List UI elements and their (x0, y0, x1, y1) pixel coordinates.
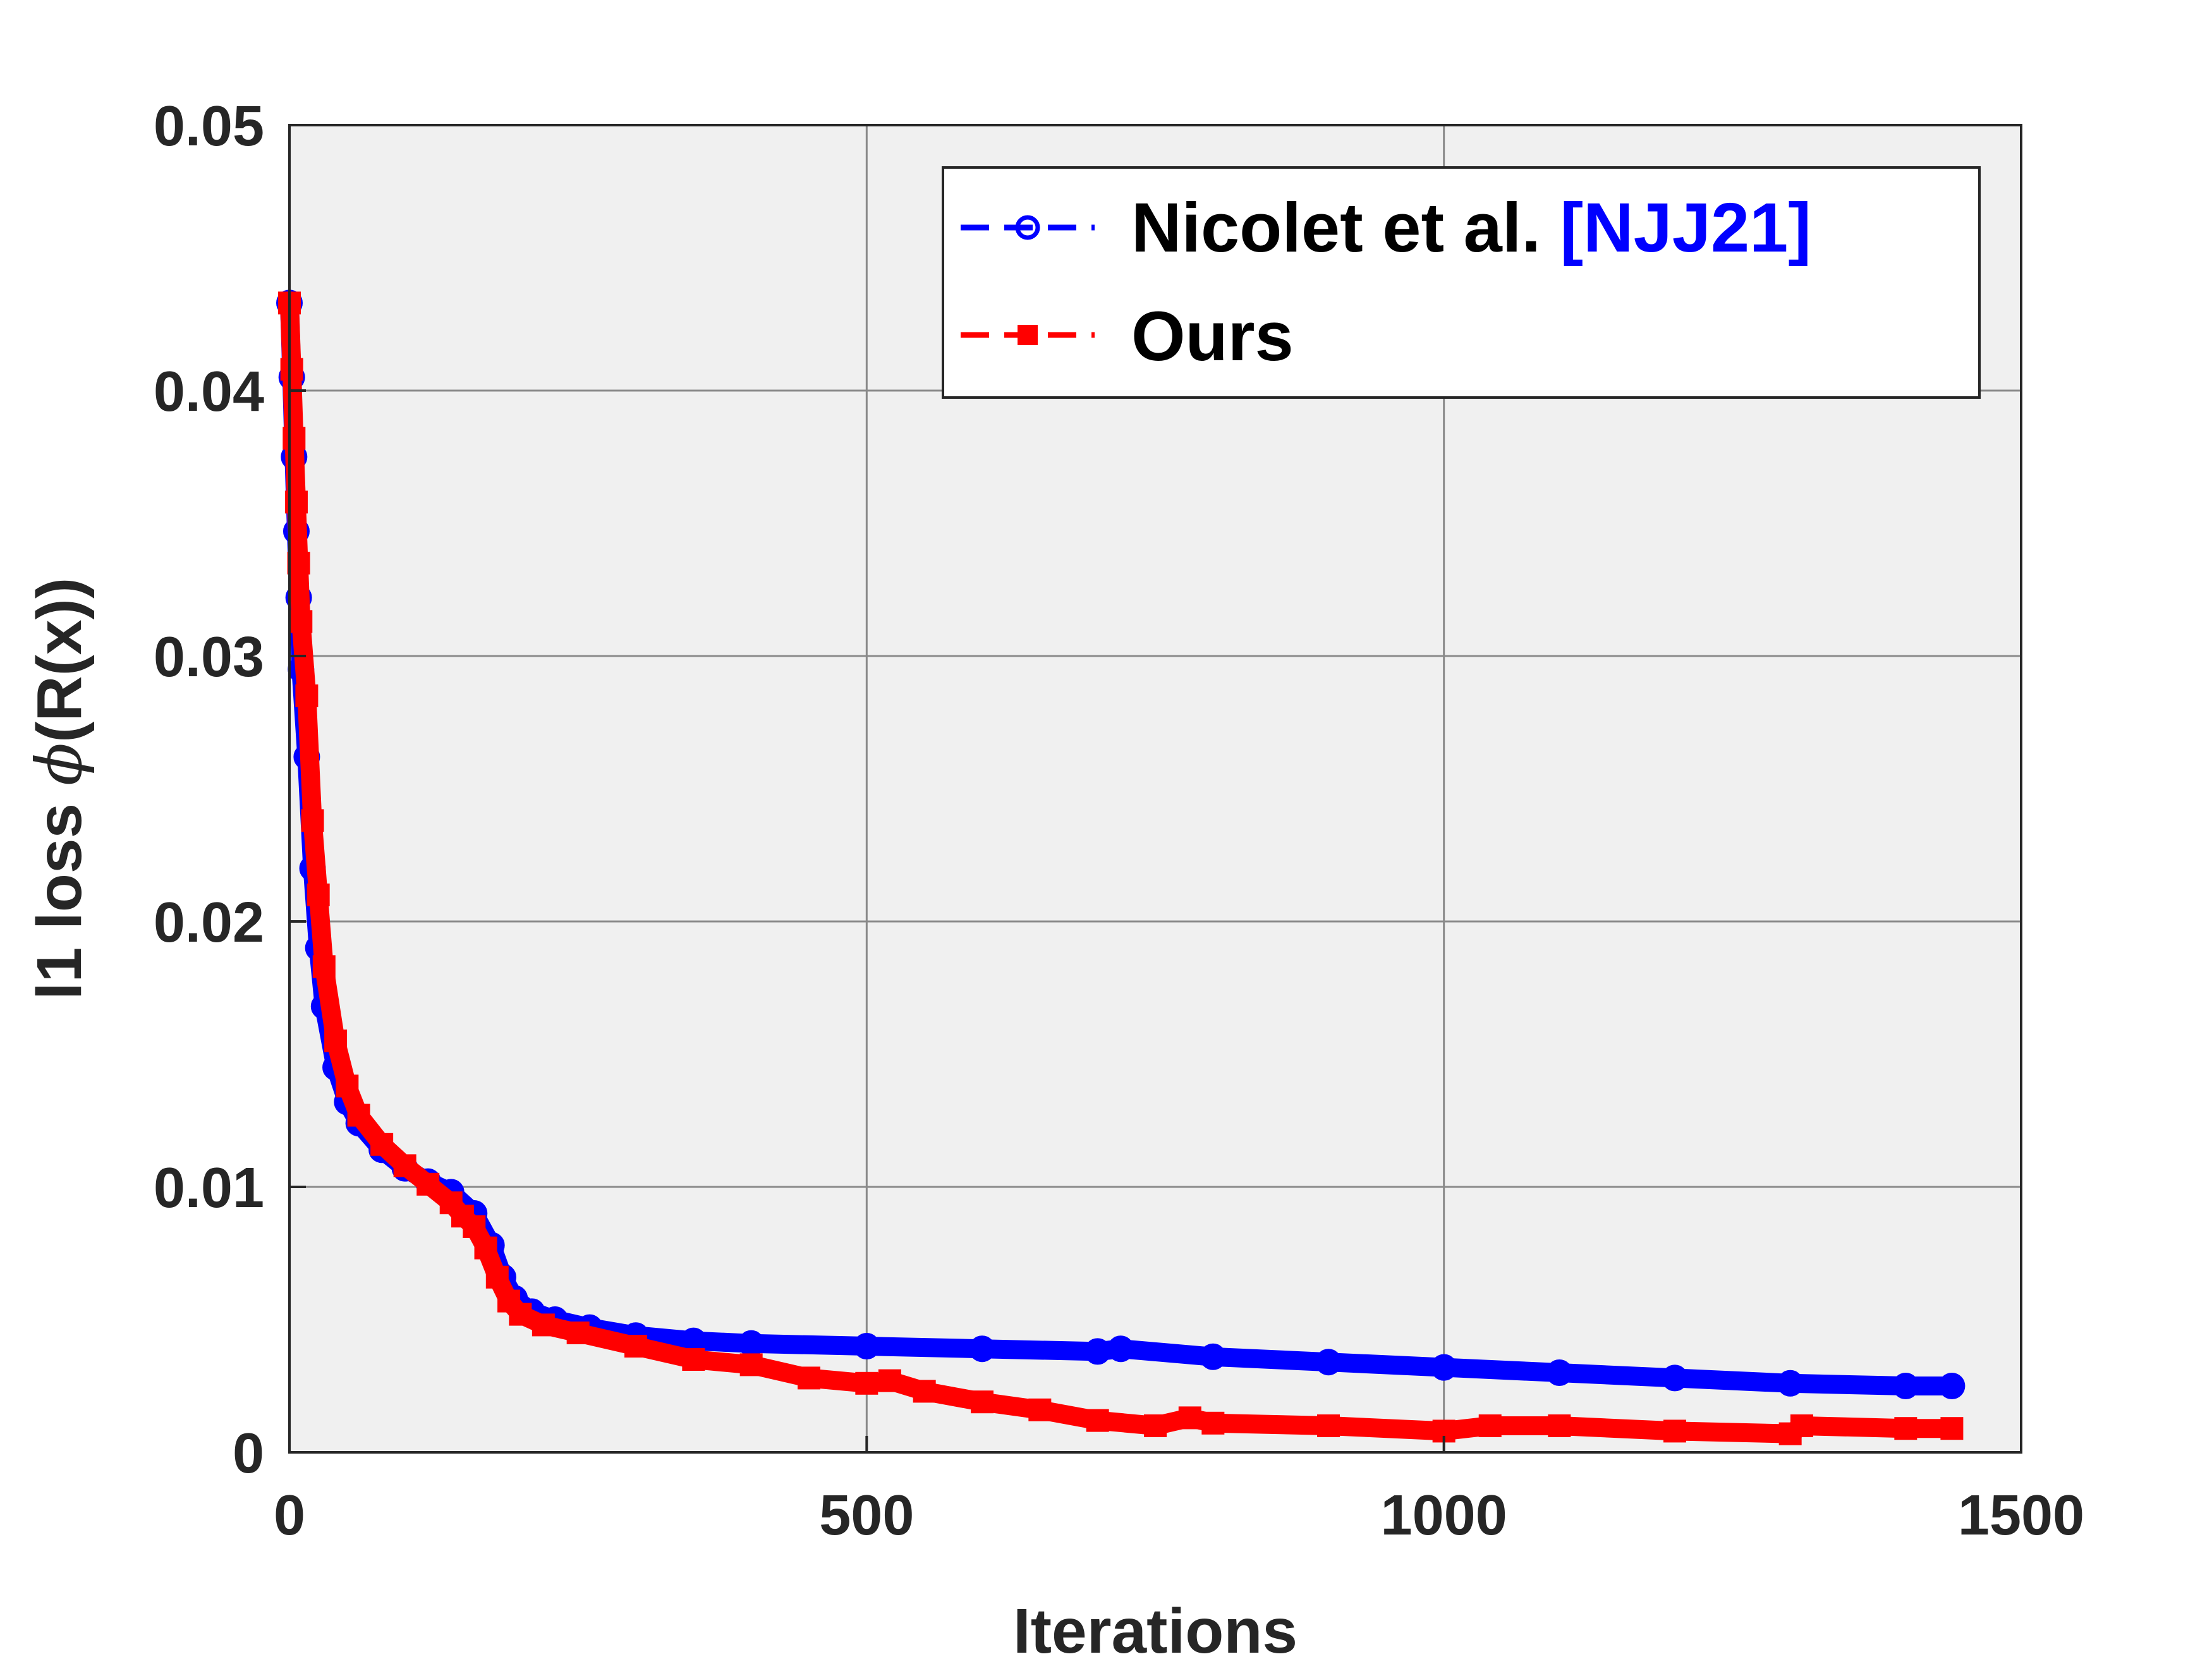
data-point-ours (307, 884, 330, 906)
x-tick-label: 1000 (1381, 1484, 1507, 1547)
data-point-ours (532, 1313, 555, 1337)
data-point-nicolet (1892, 1373, 1919, 1399)
data-point-nicolet (1107, 1335, 1134, 1363)
data-point-ours (324, 1030, 348, 1052)
data-point-ours (855, 1371, 878, 1395)
y-tick-label: 0.01 (154, 1157, 264, 1220)
data-point-nicolet (1777, 1370, 1804, 1397)
y-axis-title-suffix: (R(x)) (24, 578, 95, 743)
y-axis-title: l1 loss ϕ(R(x)) (22, 578, 96, 1000)
data-point-ours (1940, 1417, 1964, 1440)
data-point-ours (463, 1215, 486, 1238)
data-point-ours (1663, 1419, 1686, 1443)
data-point-nicolet (1315, 1349, 1342, 1376)
legend-citation: [NJJ21] (1560, 189, 1811, 267)
legend-box (942, 166, 1981, 399)
data-point-ours (485, 1265, 509, 1289)
data-point-nicolet (853, 1333, 880, 1359)
data-point-ours (1790, 1414, 1813, 1437)
data-point-ours (624, 1335, 647, 1358)
data-point-ours (682, 1348, 705, 1371)
data-point-ours (474, 1236, 497, 1260)
data-point-ours (1894, 1417, 1917, 1440)
legend-label-nicolet-name: Nicolet et al. (1131, 189, 1560, 267)
data-point-ours (347, 1103, 370, 1127)
legend-marker-nicolet (1015, 215, 1040, 240)
data-point-ours (1144, 1414, 1167, 1437)
data-point-ours (1201, 1411, 1225, 1435)
data-point-nicolet (969, 1335, 995, 1363)
data-point-ours (971, 1390, 994, 1414)
x-tick-label: 0 (274, 1484, 305, 1547)
y-tick-label: 0.04 (154, 360, 264, 423)
legend-label-nicolet: Nicolet et al. [NJJ21] (1131, 189, 1811, 267)
plot-frame (288, 124, 2022, 1454)
y-axis-title-prefix: l1 loss (24, 786, 95, 1000)
legend: Nicolet et al. [NJJ21] Ours (942, 166, 1981, 399)
data-point-ours (566, 1322, 590, 1344)
data-point-ours (393, 1154, 416, 1177)
y-axis-title-symbol: ϕ (22, 743, 96, 786)
data-point-nicolet (1546, 1359, 1573, 1386)
data-point-nicolet (1938, 1373, 1966, 1399)
data-point-ours (1317, 1414, 1340, 1437)
data-point-ours (301, 809, 324, 832)
y-tick-label: 0.02 (154, 891, 264, 954)
legend-label-ours: Ours (1131, 298, 1294, 375)
x-tick-label: 1500 (1958, 1484, 2084, 1547)
data-point-ours (1178, 1406, 1201, 1430)
data-point-nicolet (1662, 1364, 1688, 1392)
data-point-ours (1478, 1414, 1502, 1437)
x-tick-label: 500 (819, 1484, 914, 1547)
data-point-ours (295, 684, 319, 707)
data-point-ours (287, 552, 310, 574)
axis-ticks: 0 500 1000 1500 0 0.01 0.02 0.03 0.04 0.05 (154, 95, 2084, 1547)
data-point-ours (336, 1074, 359, 1098)
data-point-ours (739, 1353, 763, 1376)
y-tick-label: 0.05 (154, 95, 264, 158)
data-point-ours (1028, 1398, 1052, 1421)
data-point-nicolet (1200, 1343, 1227, 1370)
data-point-ours (370, 1133, 394, 1156)
data-point-ours (283, 427, 306, 450)
y-tick-label: 0.03 (154, 626, 264, 689)
data-point-nicolet (1430, 1354, 1457, 1381)
data-point-ours (878, 1369, 901, 1392)
data-point-ours (312, 955, 336, 978)
data-point-ours (289, 610, 313, 633)
x-axis-title: Iterations (1013, 1596, 1297, 1659)
data-point-ours (280, 358, 303, 381)
data-point-ours (798, 1366, 820, 1390)
data-point-ours (416, 1172, 440, 1196)
data-point-ours (913, 1380, 936, 1403)
data-point-ours (509, 1303, 532, 1326)
y-tick-label: 0 (233, 1422, 264, 1485)
series-layer (276, 289, 1966, 1445)
data-point-ours (1086, 1409, 1109, 1432)
legend-marker-ours (1018, 325, 1038, 345)
data-point-ours (1548, 1414, 1571, 1437)
